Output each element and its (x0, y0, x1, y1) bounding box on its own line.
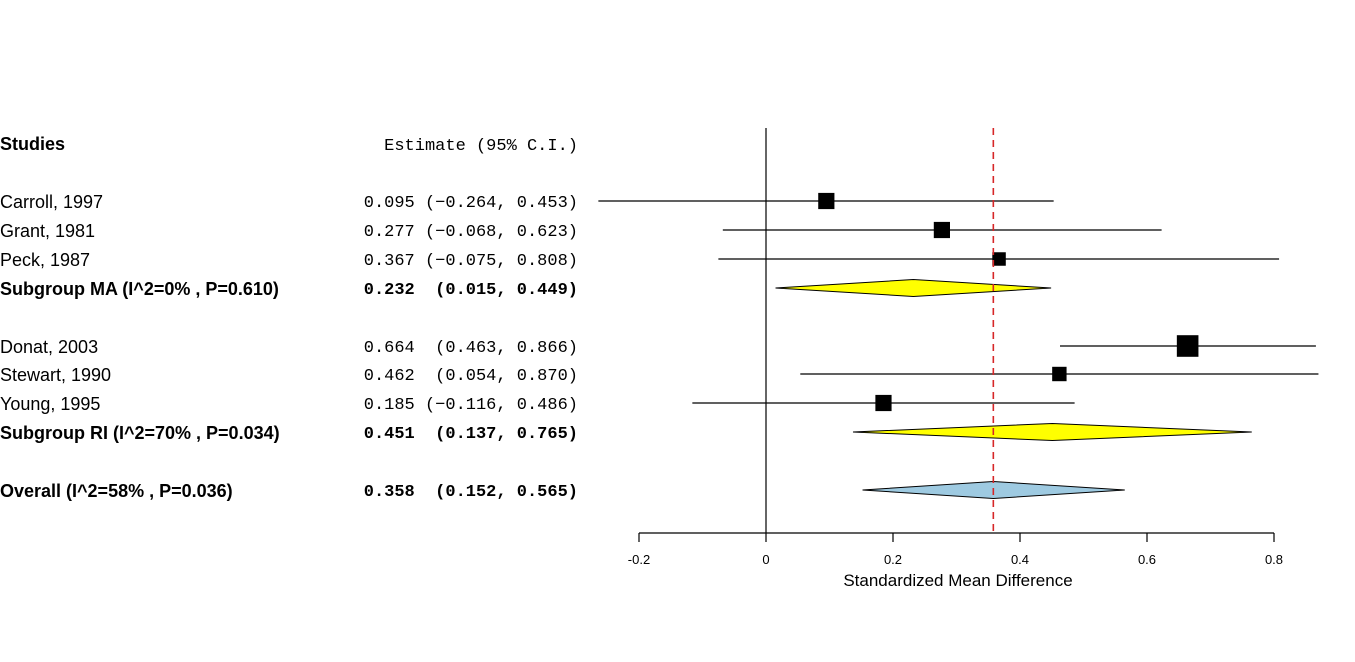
x-axis: -0.2 0 0.2 0.4 0.6 0.8 (628, 128, 1283, 567)
summary-estimate-text: 0.358 (0.152, 0.565) (364, 483, 578, 502)
summary-label: Overall (I^2=58% , P=0.036) (0, 481, 233, 501)
x-tick-label: 0 (762, 552, 769, 567)
x-tick-label: 0.8 (1265, 552, 1283, 567)
studies-header: Studies (0, 134, 65, 154)
study-effect-square (818, 192, 835, 210)
x-tick-label: 0.6 (1138, 552, 1156, 567)
summary-estimate-text: 0.451 (0.137, 0.765) (364, 425, 578, 444)
study-estimate-text: 0.367 (−0.075, 0.808) (364, 252, 578, 271)
study-effect-square (1176, 335, 1199, 357)
forest-rows: Carroll, 1997 0.095 (−0.264, 0.453) Grant,… (0, 192, 1319, 502)
x-axis-title: Standardized Mean Difference (843, 571, 1072, 590)
study-effect-square (992, 252, 1006, 266)
summary-diamond (775, 278, 1052, 298)
summary-label: Subgroup RI (I^2=70% , P=0.034) (0, 423, 280, 443)
estimate-header: Estimate (95% C.I.) (384, 137, 578, 156)
summary-estimate-text: 0.232 (0.015, 0.449) (364, 281, 578, 300)
study-effect-square (875, 394, 892, 412)
study-label: Stewart, 1990 (0, 365, 111, 385)
study-effect-square (933, 221, 950, 239)
summary-label: Subgroup MA (I^2=0% , P=0.610) (0, 279, 279, 299)
study-estimate-text: 0.277 (−0.068, 0.623) (364, 223, 578, 242)
study-label: Carroll, 1997 (0, 192, 103, 212)
summary-diamond (852, 422, 1252, 442)
study-estimate-text: 0.462 (0.054, 0.870) (364, 367, 578, 386)
study-label: Peck, 1987 (0, 250, 90, 270)
study-label: Donat, 2003 (0, 337, 98, 357)
study-label: Grant, 1981 (0, 221, 95, 241)
study-estimate-text: 0.095 (−0.264, 0.453) (364, 194, 578, 213)
study-label: Young, 1995 (0, 394, 100, 414)
x-tick-label: -0.2 (628, 552, 650, 567)
study-effect-square (1052, 366, 1067, 382)
study-estimate-text: 0.664 (0.463, 0.866) (364, 339, 578, 358)
study-estimate-text: 0.185 (−0.116, 0.486) (364, 396, 578, 415)
x-tick-label: 0.4 (1011, 552, 1029, 567)
x-tick-label: 0.2 (884, 552, 902, 567)
